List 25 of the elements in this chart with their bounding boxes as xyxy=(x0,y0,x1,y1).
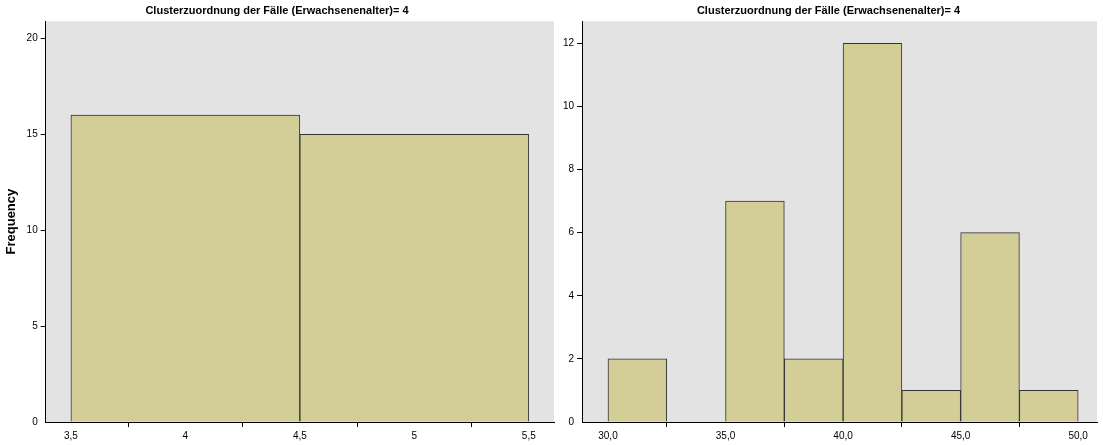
y-axis-title: Frequency xyxy=(3,187,19,255)
chart-title: Clusterzuordnung der Fälle (Erwachsenenalter)= 4 xyxy=(696,3,961,16)
x-tick-label: 45,0 xyxy=(950,429,971,441)
x-tick-label: 35,0 xyxy=(715,429,736,441)
y-tick-label: 10 xyxy=(563,100,575,112)
x-tick-label: 4 xyxy=(182,429,189,441)
x-tick-label: 3,5 xyxy=(63,429,79,441)
y-tick-label: 4 xyxy=(568,289,575,301)
chart-title: Clusterzuordnung der Fälle (Erwachsenenalter)= 4 xyxy=(145,3,410,16)
y-tick-label: 0 xyxy=(568,415,575,427)
y-tick-label: 10 xyxy=(26,223,39,235)
y-tick-label: 12 xyxy=(563,37,575,49)
y-tick-label: 0 xyxy=(32,415,39,427)
y-tick-label: 20 xyxy=(26,32,39,44)
y-tick-label: 2 xyxy=(568,352,575,364)
y-tick-label: 6 xyxy=(568,226,575,238)
x-tick-label: 5,5 xyxy=(521,429,537,441)
y-tick-label: 5 xyxy=(32,319,39,331)
x-tick-label: 4,5 xyxy=(292,429,308,441)
x-tick-label: 5 xyxy=(411,429,418,441)
y-tick-label: 15 xyxy=(26,128,39,140)
x-tick-label: 30,0 xyxy=(598,429,619,441)
x-tick-label: 50,0 xyxy=(1068,429,1089,441)
y-tick-label: 8 xyxy=(568,163,575,175)
x-tick-label: 40,0 xyxy=(833,429,854,441)
